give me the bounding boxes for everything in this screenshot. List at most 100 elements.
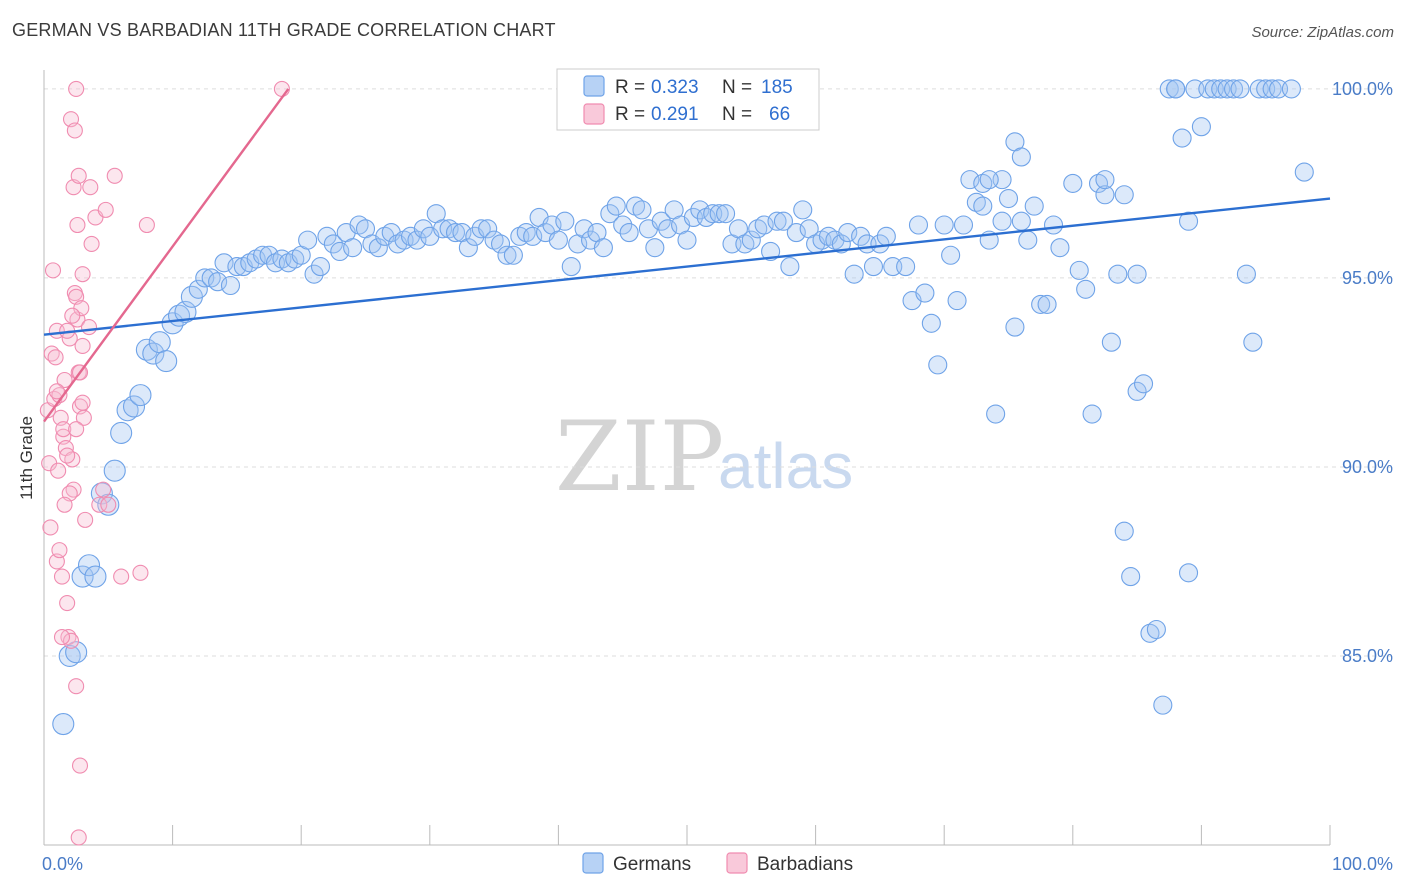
point-germans — [310, 257, 331, 277]
point-germans — [65, 641, 88, 664]
y-tick-label: 100.0% — [1332, 79, 1393, 99]
point-germans — [407, 230, 427, 250]
point-barbadians — [82, 179, 99, 196]
point-germans — [1069, 260, 1089, 280]
point-germans — [368, 238, 388, 258]
point-germans — [523, 226, 543, 246]
point-germans — [741, 230, 761, 250]
point-germans — [174, 300, 197, 324]
point-germans — [1153, 695, 1173, 715]
point-barbadians — [70, 167, 87, 184]
point-germans — [1076, 279, 1096, 299]
point-germans — [915, 283, 935, 303]
point-germans — [433, 219, 453, 239]
point-germans — [1005, 317, 1025, 337]
point-germans — [786, 223, 806, 243]
point-germans — [934, 215, 954, 235]
point-germans — [1133, 374, 1154, 394]
point-germans — [973, 196, 993, 216]
point-germans — [844, 264, 864, 284]
point-germans — [632, 200, 652, 220]
point-germans — [1024, 196, 1044, 216]
legend-r-label-germans: R = — [615, 77, 645, 98]
point-germans — [1178, 563, 1199, 583]
point-barbadians — [74, 337, 91, 355]
point-barbadians — [75, 409, 92, 426]
point-barbadians — [56, 371, 73, 389]
source-credit: Source: ZipAtlas.com — [1251, 24, 1394, 41]
point-germans — [870, 234, 890, 254]
point-germans — [1243, 332, 1263, 352]
point-germans — [1043, 215, 1064, 235]
trend-layer — [43, 88, 1331, 423]
point-germans — [574, 219, 594, 239]
point-barbadians — [100, 496, 117, 513]
point-germans — [135, 338, 158, 361]
point-germans — [1178, 211, 1199, 231]
gridlines — [44, 88, 1392, 657]
point-germans — [1224, 79, 1244, 99]
y-axis-label: 11th Grade — [17, 416, 36, 500]
point-barbadians — [66, 122, 83, 139]
point-germans — [651, 211, 671, 231]
point-barbadians — [51, 542, 68, 559]
point-barbadians — [132, 564, 149, 581]
point-germans — [921, 313, 941, 333]
legend-r-barbadians: 0.291 — [651, 104, 699, 125]
point-germans — [863, 257, 884, 277]
point-barbadians — [106, 167, 123, 184]
legend-n-label-barbadians: N = — [722, 104, 752, 125]
y-tick-label: 95.0% — [1342, 268, 1393, 288]
point-germans — [1011, 211, 1031, 231]
point-germans — [1159, 79, 1179, 99]
point-barbadians — [59, 594, 76, 612]
point-germans — [1294, 162, 1314, 182]
point-germans — [317, 226, 337, 246]
point-germans — [928, 355, 948, 375]
bottom-legend-label-germans: Germans — [613, 854, 691, 875]
point-germans — [979, 170, 999, 190]
point-germans — [142, 342, 165, 365]
point-germans — [831, 234, 851, 254]
point-germans — [613, 215, 633, 235]
point-germans — [1101, 332, 1121, 352]
ticks-layer: 85.0% 90.0% 95.0% 100.0% 0.0% 100.0% — [42, 79, 1393, 874]
point-germans — [52, 712, 75, 736]
point-germans — [600, 204, 620, 224]
trendline-barbadians — [43, 88, 290, 423]
point-barbadians — [95, 481, 112, 498]
point-barbadians — [138, 216, 155, 234]
point-barbadians — [113, 568, 130, 585]
point-germans — [658, 219, 678, 239]
point-germans — [876, 226, 896, 246]
point-barbadians — [83, 235, 100, 252]
point-germans — [992, 211, 1012, 231]
point-barbadians — [64, 307, 81, 324]
point-germans — [1011, 147, 1031, 167]
point-barbadians — [50, 462, 67, 479]
point-germans — [471, 219, 491, 239]
y-tick-label: 85.0% — [1342, 646, 1393, 666]
point-germans — [1037, 294, 1057, 314]
point-germans — [947, 291, 967, 311]
point-germans — [606, 196, 626, 216]
point-germans — [490, 234, 511, 254]
point-germans — [1082, 404, 1102, 424]
point-germans — [998, 188, 1019, 209]
x-tick-label-min: 0.0% — [42, 854, 83, 874]
point-barbadians — [74, 394, 91, 411]
chart-title: GERMAN VS BARBADIAN 11TH GRADE CORRELATI… — [12, 20, 556, 40]
point-germans — [767, 211, 787, 231]
point-germans — [1050, 238, 1070, 258]
point-germans — [838, 223, 858, 243]
point-germans — [103, 459, 126, 482]
point-germans — [122, 395, 146, 418]
point-barbadians — [68, 421, 85, 438]
point-germans — [298, 230, 318, 250]
legend-r-label-barbadians: R = — [615, 104, 645, 125]
point-germans — [445, 223, 466, 243]
point-barbadians — [42, 519, 59, 536]
point-barbadians — [53, 629, 71, 646]
point-germans — [116, 399, 139, 422]
